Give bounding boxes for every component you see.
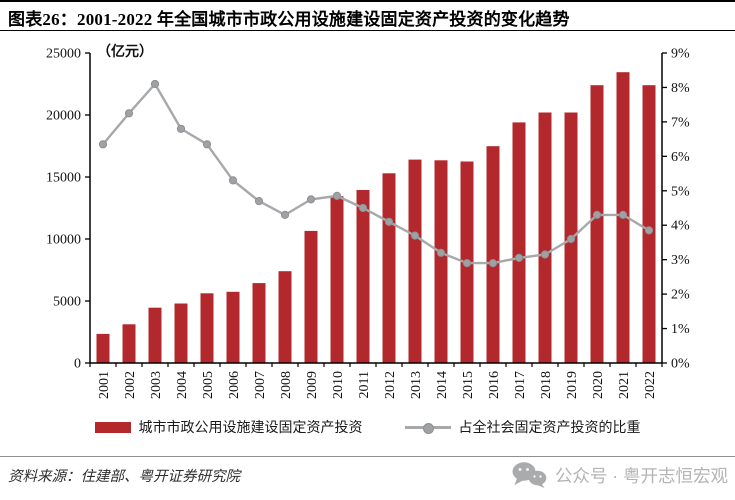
bar-2014 bbox=[434, 160, 448, 363]
ratio-point-2019 bbox=[566, 234, 576, 244]
x-axis-label-2022: 2022 bbox=[643, 371, 658, 399]
ratio-point-2002 bbox=[124, 109, 134, 118]
combo-chart: 0 5000 10000 15000 20000 25000 0% 1% 2% 3% 4% 5% 6% 7… bbox=[46, 43, 690, 399]
bar-2006 bbox=[226, 291, 240, 363]
x-axis-label-2018: 2018 bbox=[539, 371, 554, 399]
x-axis-label-2015: 2015 bbox=[461, 371, 476, 399]
ratio-line bbox=[102, 81, 650, 265]
x-axis-label-2001: 2001 bbox=[97, 371, 112, 399]
right-axis-label-1: 1% bbox=[671, 322, 690, 337]
left-axis-label-5000: 5000 bbox=[53, 295, 81, 310]
right-axis-label-7: 7% bbox=[671, 115, 690, 130]
ratio-point-2010 bbox=[332, 191, 342, 200]
legend-item-line: 占全社会固定资产投资的比重 bbox=[404, 417, 641, 437]
bar-2009 bbox=[304, 230, 318, 363]
ratio-point-2007 bbox=[254, 197, 264, 206]
ratio-point-2014 bbox=[436, 248, 446, 257]
left-axis-label-25000: 25000 bbox=[46, 47, 81, 62]
bar-2022 bbox=[642, 85, 656, 363]
left-axis-label-0: 0 bbox=[74, 357, 81, 372]
left-axis-unit-label: （亿元） bbox=[97, 43, 153, 60]
x-axis-label-2010: 2010 bbox=[331, 371, 346, 399]
right-axis-label-0: 0% bbox=[671, 357, 690, 372]
top-divider bbox=[0, 0, 735, 2]
bar-2017 bbox=[512, 122, 526, 364]
x-axis-label-2004: 2004 bbox=[175, 371, 190, 399]
right-axis-label-5: 5% bbox=[671, 184, 690, 199]
legend-item-bar: 城市市政公用设施建设固定资产投资 bbox=[94, 417, 363, 437]
x-axis-label-2013: 2013 bbox=[409, 371, 424, 399]
x-axis-label-2021: 2021 bbox=[617, 371, 632, 399]
ratio-point-2011 bbox=[358, 203, 368, 213]
ratio-point-2022 bbox=[644, 226, 654, 235]
right-axis-label-9: 9% bbox=[671, 47, 690, 62]
x-axis-label-2005: 2005 bbox=[201, 371, 216, 399]
ratio-point-2008 bbox=[280, 210, 290, 219]
chart-legend: 城市市政公用设施建设固定资产投资 占全社会固定资产投资的比重 bbox=[0, 414, 735, 440]
bar-series-label: 城市市政公用设施建设固定资产投资 bbox=[138, 421, 363, 436]
ratio-point-2021 bbox=[618, 210, 628, 219]
title-divider bbox=[0, 30, 735, 31]
x-axis-label-2003: 2003 bbox=[149, 371, 164, 399]
x-axis-label-2008: 2008 bbox=[279, 371, 294, 399]
bar-2008 bbox=[278, 271, 292, 363]
wechat-account-badge: 公众号 · 粤开志恒宏观 bbox=[511, 461, 728, 489]
x-axis-label-2011: 2011 bbox=[357, 371, 372, 398]
ratio-point-2017 bbox=[514, 253, 524, 262]
ratio-point-2004 bbox=[176, 124, 186, 133]
ratio-point-2016 bbox=[488, 259, 498, 268]
bar-2011 bbox=[356, 190, 370, 363]
ratio-point-2005 bbox=[202, 140, 212, 149]
x-axis-label-2019: 2019 bbox=[565, 371, 580, 399]
line-series-label: 占全社会固定资产投资的比重 bbox=[458, 421, 641, 436]
bar-2005 bbox=[200, 293, 214, 363]
left-axis-label-10000: 10000 bbox=[46, 233, 81, 248]
line-series-marker bbox=[404, 422, 451, 434]
right-axis-label-8: 8% bbox=[671, 81, 690, 96]
bar-2016 bbox=[486, 146, 500, 363]
ratio-point-2013 bbox=[410, 231, 420, 240]
bar-2004 bbox=[174, 303, 188, 363]
ratio-point-2001 bbox=[98, 140, 108, 149]
ratio-point-2015 bbox=[462, 259, 472, 268]
bar-2013 bbox=[408, 159, 422, 363]
x-axis-label-2002: 2002 bbox=[123, 371, 138, 399]
bar-series-swatch bbox=[94, 421, 131, 433]
left-axis-label-20000: 20000 bbox=[46, 109, 81, 124]
bar-2007 bbox=[252, 283, 266, 363]
bar-2012 bbox=[382, 173, 396, 363]
left-axis-label-15000: 15000 bbox=[46, 171, 81, 186]
ratio-point-2012 bbox=[384, 217, 394, 226]
footer-divider bbox=[0, 456, 735, 457]
bar-2001 bbox=[96, 333, 110, 363]
right-axis-label-2: 2% bbox=[671, 288, 690, 303]
ratio-point-2009 bbox=[306, 195, 316, 204]
line-series-dot bbox=[422, 422, 434, 434]
x-axis-label-2017: 2017 bbox=[513, 371, 528, 399]
ratio-point-2006 bbox=[228, 176, 238, 185]
bar-2003 bbox=[148, 307, 162, 363]
right-axis-label-4: 4% bbox=[671, 219, 690, 234]
chart-title: 图表26：2001-2022 年全国城市市政公用设施建设固定资产投资的变化趋势 bbox=[8, 10, 570, 29]
x-axis-label-2009: 2009 bbox=[305, 371, 320, 399]
wechat-account-name: 公众号 · 粤开志恒宏观 bbox=[554, 465, 728, 486]
bar-2020 bbox=[590, 85, 604, 363]
wechat-icon bbox=[512, 462, 547, 488]
right-axis-label-6: 6% bbox=[671, 150, 690, 165]
x-axis-label-2007: 2007 bbox=[253, 371, 268, 399]
right-axis-label-3: 3% bbox=[671, 253, 690, 268]
ratio-point-2018 bbox=[540, 250, 550, 259]
x-axis-label-2012: 2012 bbox=[383, 371, 398, 399]
x-axis-label-2014: 2014 bbox=[435, 371, 450, 399]
ratio-point-2020 bbox=[592, 210, 602, 219]
bar-2010 bbox=[330, 196, 344, 363]
bar-2018 bbox=[538, 112, 552, 363]
x-axis-label-2020: 2020 bbox=[591, 371, 606, 399]
ratio-point-2003 bbox=[150, 79, 160, 89]
x-axis-label-2006: 2006 bbox=[227, 371, 242, 399]
data-source-note: 资料来源：住建部、粤开证券研究院 bbox=[8, 469, 240, 485]
bar-2002 bbox=[122, 324, 136, 363]
x-axis-label-2016: 2016 bbox=[487, 371, 502, 399]
